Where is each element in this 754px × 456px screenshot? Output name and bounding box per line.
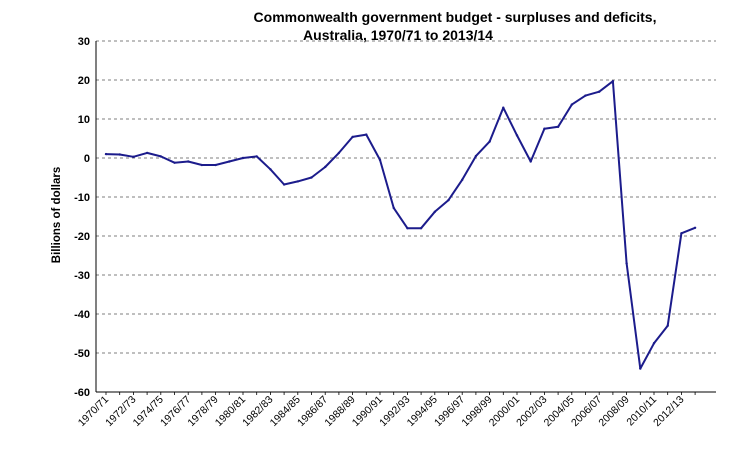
y-tick-label: -30 bbox=[74, 270, 90, 282]
y-tick-labels: 30 20 10 0 -10 -20 -30 -40 -50 -60 bbox=[74, 36, 90, 399]
data-point bbox=[392, 206, 395, 210]
data-point bbox=[406, 227, 409, 230]
y-tick-label: 0 bbox=[84, 153, 90, 165]
data-point bbox=[625, 262, 628, 265]
y-tick-label: 10 bbox=[78, 114, 90, 126]
data-point bbox=[132, 155, 135, 159]
data-point bbox=[296, 180, 299, 183]
chart-subtitle: Australia, 1970/71 to 2013/14 bbox=[303, 27, 493, 43]
data-point bbox=[241, 156, 245, 160]
data-point bbox=[474, 154, 478, 158]
data-point bbox=[282, 183, 286, 186]
data-point bbox=[461, 178, 464, 182]
data-point bbox=[556, 125, 560, 128]
data-point bbox=[488, 140, 491, 143]
data-point bbox=[118, 153, 121, 156]
data-point bbox=[324, 165, 327, 169]
chart-title: Commonwealth government budget - surplus… bbox=[254, 9, 657, 25]
data-point bbox=[611, 79, 615, 83]
y-tick-label: 20 bbox=[78, 75, 90, 87]
data-point bbox=[200, 163, 204, 167]
data-point bbox=[447, 198, 450, 202]
y-tick-label: 30 bbox=[78, 36, 90, 48]
axes bbox=[95, 41, 716, 395]
data-point bbox=[419, 227, 423, 230]
data-point bbox=[693, 226, 697, 230]
y-tick-label: -60 bbox=[74, 387, 90, 399]
x-tick-label: 2008/09 bbox=[596, 394, 631, 429]
y-axis-label: Billions of dollars bbox=[51, 167, 63, 263]
data-point bbox=[666, 324, 669, 327]
data-point bbox=[365, 133, 368, 136]
data-point bbox=[104, 152, 108, 156]
data-point bbox=[570, 103, 573, 106]
data-point bbox=[378, 158, 382, 162]
gridlines bbox=[96, 40, 716, 354]
data-point bbox=[433, 210, 436, 214]
y-tick-label: -50 bbox=[74, 348, 90, 360]
data-point bbox=[337, 151, 341, 155]
data-point bbox=[680, 232, 683, 235]
data-point bbox=[214, 163, 217, 167]
data-point bbox=[269, 168, 272, 171]
data-point bbox=[639, 367, 642, 370]
data-point bbox=[255, 155, 258, 158]
data-point bbox=[228, 160, 231, 163]
data-point bbox=[598, 90, 601, 93]
data-point bbox=[173, 161, 176, 164]
y-tick-label: -40 bbox=[74, 309, 90, 321]
data-point bbox=[187, 160, 190, 163]
x-tick-labels: 1970/711972/731974/751976/771978/791980/… bbox=[76, 394, 687, 429]
data-point bbox=[502, 106, 505, 109]
data-point bbox=[515, 134, 519, 137]
series-line bbox=[105, 80, 696, 370]
data-point bbox=[145, 151, 149, 155]
series-layer bbox=[104, 79, 697, 370]
data-point bbox=[159, 155, 162, 158]
y-tick-label: -20 bbox=[74, 231, 90, 243]
y-tick-label: -10 bbox=[74, 192, 90, 204]
data-point bbox=[529, 160, 532, 163]
data-point bbox=[543, 127, 546, 130]
data-point bbox=[584, 94, 587, 97]
data-point bbox=[652, 342, 656, 345]
data-point bbox=[351, 135, 354, 139]
x-tick-label: 2012/13 bbox=[651, 394, 686, 429]
data-point bbox=[310, 176, 313, 179]
